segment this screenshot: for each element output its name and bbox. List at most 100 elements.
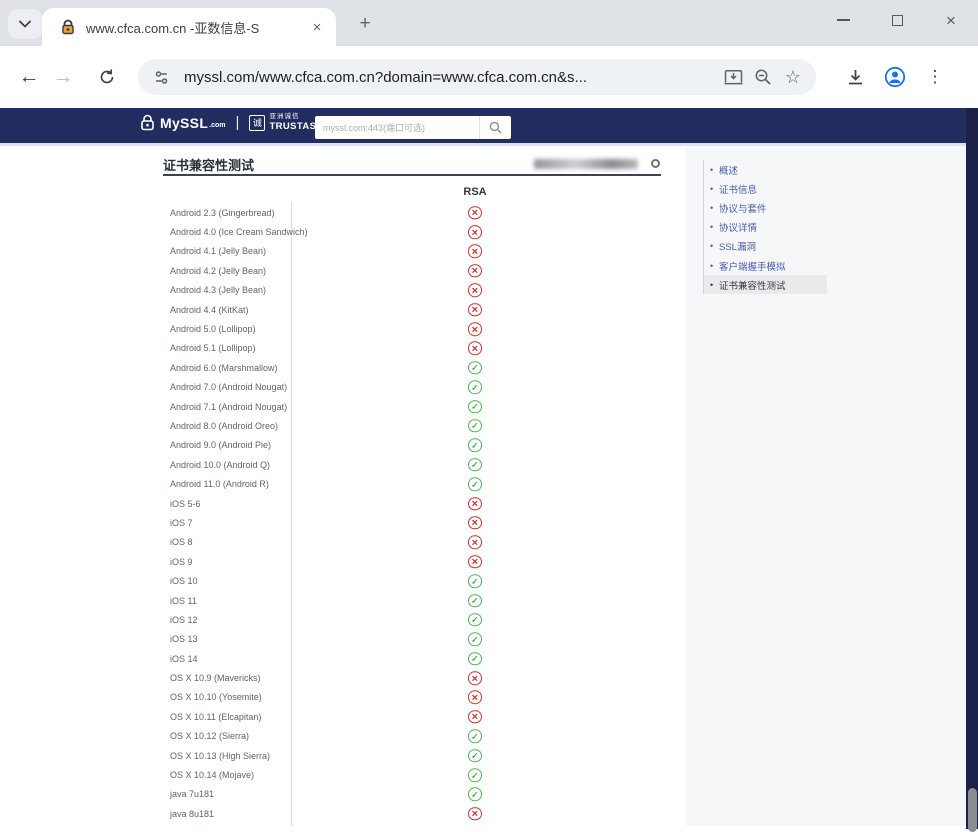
window-close-button[interactable]: × <box>924 0 978 40</box>
report-sidebar: • 概述 • 证书信息 • 协议与套件 • 协议详情 • SSL漏洞 • 客户端握手模拟 • 证书兼容性测… <box>686 146 966 826</box>
forward-button[interactable]: → <box>52 65 74 88</box>
client-label: iOS 12 <box>170 614 198 625</box>
client-label: iOS 14 <box>170 653 198 664</box>
page-scrollbar-thumb[interactable] <box>967 788 977 832</box>
table-row: iOS 9 ✕ <box>0 552 686 571</box>
site-settings-button[interactable] <box>146 62 176 92</box>
table-row: OS X 10.13 (High Sierra) ✓ <box>0 746 686 765</box>
lock-favicon-icon <box>62 19 74 35</box>
bullet-icon: • <box>710 260 714 271</box>
client-label: OS X 10.9 (Mavericks) <box>170 673 261 684</box>
client-label: Android 4.4 (KitKat) <box>170 304 249 315</box>
tab-search-button[interactable] <box>8 9 42 39</box>
window-minimize-button[interactable] <box>816 0 870 40</box>
zoom-button[interactable] <box>748 62 778 92</box>
pass-check-icon: ✓ <box>468 768 482 782</box>
sidebar-item-label[interactable]: SSL漏洞 <box>719 242 756 254</box>
client-label: OS X 10.11 (Elcapitan) <box>170 711 262 722</box>
client-label: OS X 10.14 (Mojave) <box>170 770 255 781</box>
browser-toolbar: ← → myssl.com/www.cfca.com.cn?domain=www… <box>0 46 978 108</box>
sidebar-item[interactable]: • SSL漏洞 <box>704 237 827 256</box>
pass-check-icon: ✓ <box>468 613 482 627</box>
send-to-device-button[interactable] <box>718 62 748 92</box>
trustasia-cn: 亚洲诚信 <box>269 113 300 120</box>
sidebar-item-label[interactable]: 协议详情 <box>719 223 758 235</box>
client-label: iOS 8 <box>170 537 193 548</box>
title-underline <box>163 174 661 176</box>
sidebar-item[interactable]: • 客户端握手模拟 <box>704 256 827 275</box>
table-row: Android 4.2 (Jelly Bean) ✕ <box>0 261 686 280</box>
column-header-rsa: RSA <box>463 186 487 198</box>
table-row: java 7u181 ✓ <box>0 785 686 804</box>
downloads-button[interactable] <box>838 60 872 94</box>
chrome-menu-button[interactable]: ⋮ <box>926 67 944 86</box>
domain-search-input[interactable] <box>315 122 479 133</box>
fail-cross-icon: ✕ <box>468 690 482 705</box>
table-row: Android 6.0 (Marshmallow) ✓ <box>0 358 686 377</box>
pass-check-icon: ✓ <box>468 574 482 588</box>
section-title: 证书兼容性测试 <box>163 158 255 173</box>
omnibox[interactable]: myssl.com/www.cfca.com.cn?domain=www.cfc… <box>138 59 816 95</box>
client-label: OS X 10.13 (High Sierra) <box>170 750 271 761</box>
profile-avatar-button[interactable] <box>878 60 912 94</box>
client-label: Android 5.0 (Lollipop) <box>170 324 256 335</box>
bullet-icon: • <box>710 164 714 175</box>
sidebar-item[interactable]: • 证书信息 <box>704 179 827 198</box>
tune-icon <box>155 70 167 84</box>
sidebar-item[interactable]: • 协议详情 <box>704 218 827 237</box>
new-tab-button[interactable]: + <box>359 13 371 34</box>
sidebar-item-label[interactable]: 客户端握手模拟 <box>719 261 786 273</box>
fail-cross-icon: ✕ <box>468 516 482 530</box>
domain-search-button[interactable] <box>479 116 511 139</box>
fail-cross-icon: ✕ <box>468 302 482 317</box>
sidebar-item-label[interactable]: 证书信息 <box>719 184 758 196</box>
client-label: Android 11.0 (Android R) <box>170 479 269 490</box>
table-row: iOS 10 ✓ <box>0 571 686 590</box>
pass-check-icon: ✓ <box>468 593 482 608</box>
pass-check-icon: ✓ <box>468 748 482 763</box>
myssl-lock-icon <box>140 114 155 131</box>
myssl-logo-text[interactable]: MySSL <box>160 114 209 131</box>
window-maximize-button[interactable] <box>870 0 924 40</box>
maximize-icon <box>891 14 903 26</box>
table-row: Android 4.1 (Jelly Bean) ✕ <box>0 242 686 261</box>
client-label: Android 4.2 (Jelly Bean) <box>170 265 267 276</box>
trustasia-logo-text[interactable]: 亚洲诚信 TRUSTASIA <box>269 113 327 132</box>
back-button[interactable]: ← <box>18 65 40 88</box>
client-label: Android 4.0 (Ice Cream Sandwich) <box>170 227 308 238</box>
browser-tab-strip: www.cfca.com.cn -亚数信息-S × + × <box>0 0 978 46</box>
table-row: iOS 11 ✓ <box>0 591 686 610</box>
client-label: iOS 5-6 <box>170 498 201 509</box>
table-row: Android 7.0 (Android Nougat) ✓ <box>0 378 686 397</box>
table-row: java 8u181 ✕ <box>0 804 686 823</box>
fail-cross-icon: ✕ <box>468 264 482 278</box>
trustasia-en: TRUSTASIA <box>269 120 327 132</box>
table-row: iOS 13 ✓ <box>0 630 686 649</box>
client-label: Android 4.3 (Jelly Bean) <box>170 285 267 296</box>
myssl-logo-suffix: .com <box>209 122 226 129</box>
fail-cross-icon: ✕ <box>468 710 482 724</box>
compat-section: 证书兼容性测试 RSA Android 2.3 (Gingerbread) ✕ An… <box>0 146 686 826</box>
tab-title-fade <box>280 17 308 37</box>
tab-close-icon[interactable]: × <box>312 18 322 36</box>
trustasia-logo-icon: 诚 <box>249 114 266 131</box>
table-row: OS X 10.9 (Mavericks) ✕ <box>0 668 686 687</box>
pass-check-icon: ✓ <box>468 651 482 666</box>
bullet-icon: • <box>710 183 714 194</box>
browser-tab[interactable]: www.cfca.com.cn -亚数信息-S × <box>42 8 336 46</box>
client-label: iOS 13 <box>170 634 198 645</box>
pass-check-icon: ✓ <box>468 399 482 414</box>
sidebar-item[interactable]: • 协议与套件 <box>704 198 827 217</box>
sidebar-item[interactable]: • 概述 <box>704 160 827 179</box>
reload-button[interactable] <box>90 60 124 94</box>
sidebar-item-label[interactable]: 协议与套件 <box>719 203 767 215</box>
sidebar-item-label[interactable]: 证书兼容性测试 <box>719 280 786 292</box>
sidebar-item-label[interactable]: 概述 <box>719 165 739 177</box>
window-controls: × <box>816 0 978 40</box>
sidebar-item[interactable]: • 证书兼容性测试 <box>704 275 827 295</box>
page-scrollbar-track[interactable] <box>966 108 978 832</box>
fail-cross-icon: ✕ <box>468 535 482 550</box>
url-text[interactable]: myssl.com/www.cfca.com.cn?domain=www.cfc… <box>184 68 588 86</box>
bookmark-star-icon[interactable]: ☆ <box>784 66 802 87</box>
table-row: Android 4.0 (Ice Cream Sandwich) ✕ <box>0 222 686 241</box>
